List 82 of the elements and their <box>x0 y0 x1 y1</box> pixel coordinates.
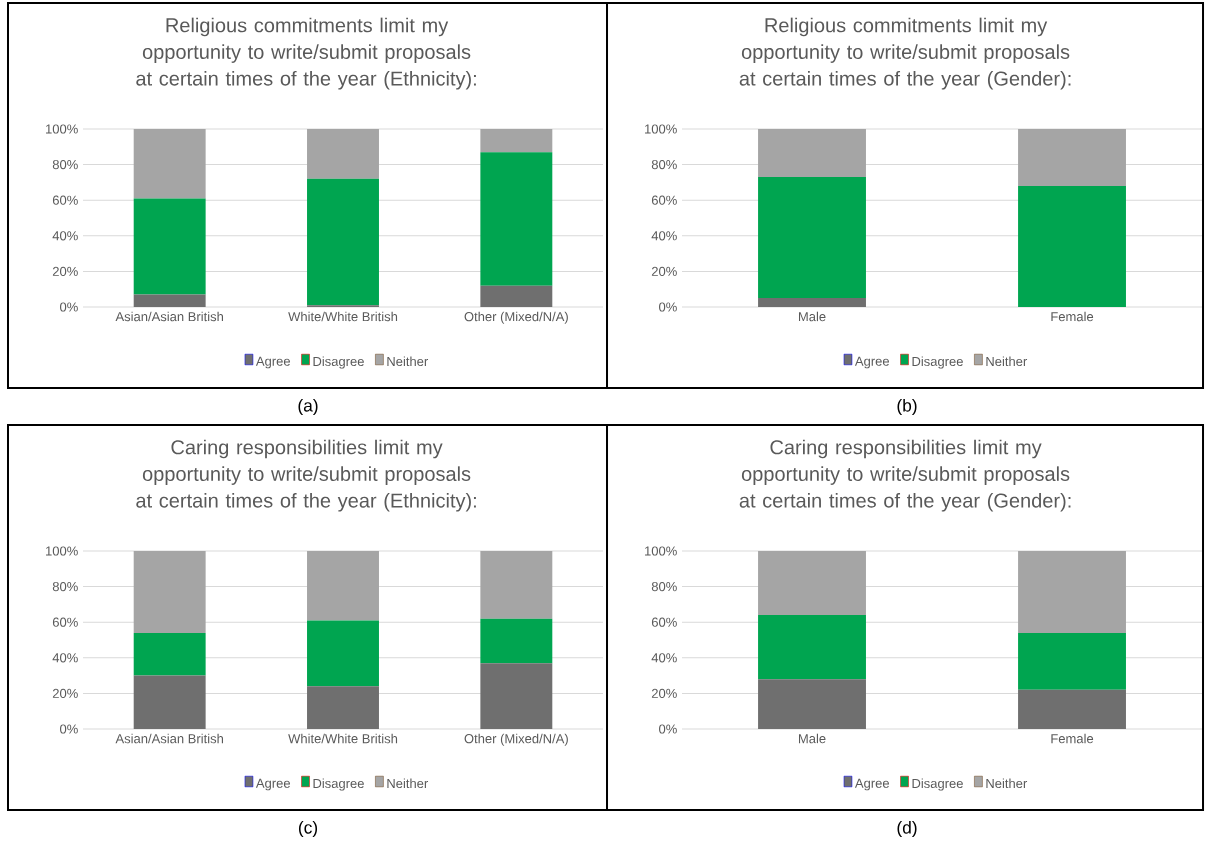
y-tick-label: 40% <box>651 231 677 241</box>
y-tick-label: 60% <box>651 195 677 205</box>
bar <box>133 128 206 199</box>
y-tick-label: 40% <box>651 653 677 663</box>
y-tick-label: 80% <box>651 159 677 170</box>
y-tick-label: 60% <box>651 617 677 627</box>
y-tick-label: 20% <box>52 266 78 276</box>
bar <box>307 178 379 306</box>
x-tick-label: Other (Mixed/N/A) <box>464 311 568 324</box>
legend-label: Neither <box>387 356 429 367</box>
bar <box>480 285 553 307</box>
x-tick-label: White/White British <box>288 733 398 744</box>
y-tick-label: 80% <box>52 582 78 592</box>
x-tick-label: Asian/Asian British <box>115 733 223 744</box>
x-tick-label: Other (Mixed/N/A) <box>464 733 568 746</box>
y-tick-label: 40% <box>52 231 78 241</box>
legend-label: Neither <box>387 778 429 789</box>
bar <box>307 128 379 179</box>
bar <box>758 615 866 680</box>
legend-label: Disagree <box>313 356 364 369</box>
chart-title: Caring responsibilities limit my opportunity to write/submit proposals at certain times of the year (Ethnicity): <box>136 439 476 512</box>
legend-label: Disagree <box>313 778 364 791</box>
x-tick-label: Male <box>798 311 826 322</box>
legend-label: Agree <box>854 778 890 791</box>
bar <box>758 128 866 178</box>
y-tick-label: 60% <box>52 617 78 627</box>
y-tick-label: 80% <box>651 582 677 592</box>
bar <box>480 152 553 286</box>
legend-label: Neither <box>986 356 1028 367</box>
bar <box>758 551 866 616</box>
bar <box>480 663 553 729</box>
x-tick-label: Male <box>798 733 826 744</box>
y-tick-label: 20% <box>651 688 677 698</box>
y-tick-label: 20% <box>651 266 677 276</box>
chart-title: Religious commitments limit my opportunity to write/submit proposals at certain times of the year (Gender): <box>739 17 1071 90</box>
bar <box>1018 185 1126 307</box>
bar <box>480 551 553 619</box>
bar <box>480 618 553 664</box>
bar <box>758 679 866 729</box>
bar <box>480 128 553 153</box>
y-tick-label: 80% <box>52 159 78 170</box>
bar <box>758 177 866 299</box>
x-tick-label: Asian/Asian British <box>115 311 223 322</box>
y-tick-label: 100% <box>46 546 78 556</box>
y-tick-label: 0% <box>60 302 78 312</box>
y-tick-label: 100% <box>645 124 677 134</box>
legend-label: Agree <box>854 356 890 369</box>
y-tick-label: 60% <box>52 195 78 205</box>
legend-label: Disagree <box>912 778 963 791</box>
chart-title: Religious commitments limit my opportunity to write/submit proposals at certain times of the year (Ethnicity): <box>136 17 476 90</box>
text: (c) <box>298 820 318 838</box>
legend-label: Agree <box>255 356 290 369</box>
bar <box>133 551 206 633</box>
text: (d) <box>897 820 917 838</box>
x-tick-label: White/White British <box>288 311 398 322</box>
y-tick-label: 0% <box>659 302 677 312</box>
bar <box>307 686 379 729</box>
bar <box>1018 551 1126 633</box>
bar <box>1018 128 1126 186</box>
text: (a) <box>298 398 318 416</box>
y-tick-label: 0% <box>60 724 78 734</box>
y-tick-label: 40% <box>52 653 78 663</box>
x-tick-label: Female <box>1051 311 1094 322</box>
chart-title: Caring responsibilities limit my opportunity to write/submit proposals at certain times of the year (Gender): <box>739 439 1071 512</box>
bar <box>133 675 206 729</box>
bar <box>133 632 206 676</box>
y-tick-label: 100% <box>46 124 78 134</box>
y-tick-label: 0% <box>659 724 677 734</box>
bar <box>133 198 206 295</box>
bar <box>133 294 206 307</box>
bar <box>307 620 379 687</box>
x-tick-label: Female <box>1051 733 1094 744</box>
bar <box>1018 632 1126 690</box>
legend-label: Disagree <box>912 356 963 369</box>
legend-label: Agree <box>255 778 290 791</box>
y-tick-label: 20% <box>52 688 78 698</box>
bar <box>307 551 379 621</box>
bar <box>758 298 866 307</box>
text: (b) <box>897 398 917 416</box>
bar <box>1018 689 1126 729</box>
legend-label: Neither <box>986 778 1028 789</box>
y-tick-label: 100% <box>645 546 677 556</box>
